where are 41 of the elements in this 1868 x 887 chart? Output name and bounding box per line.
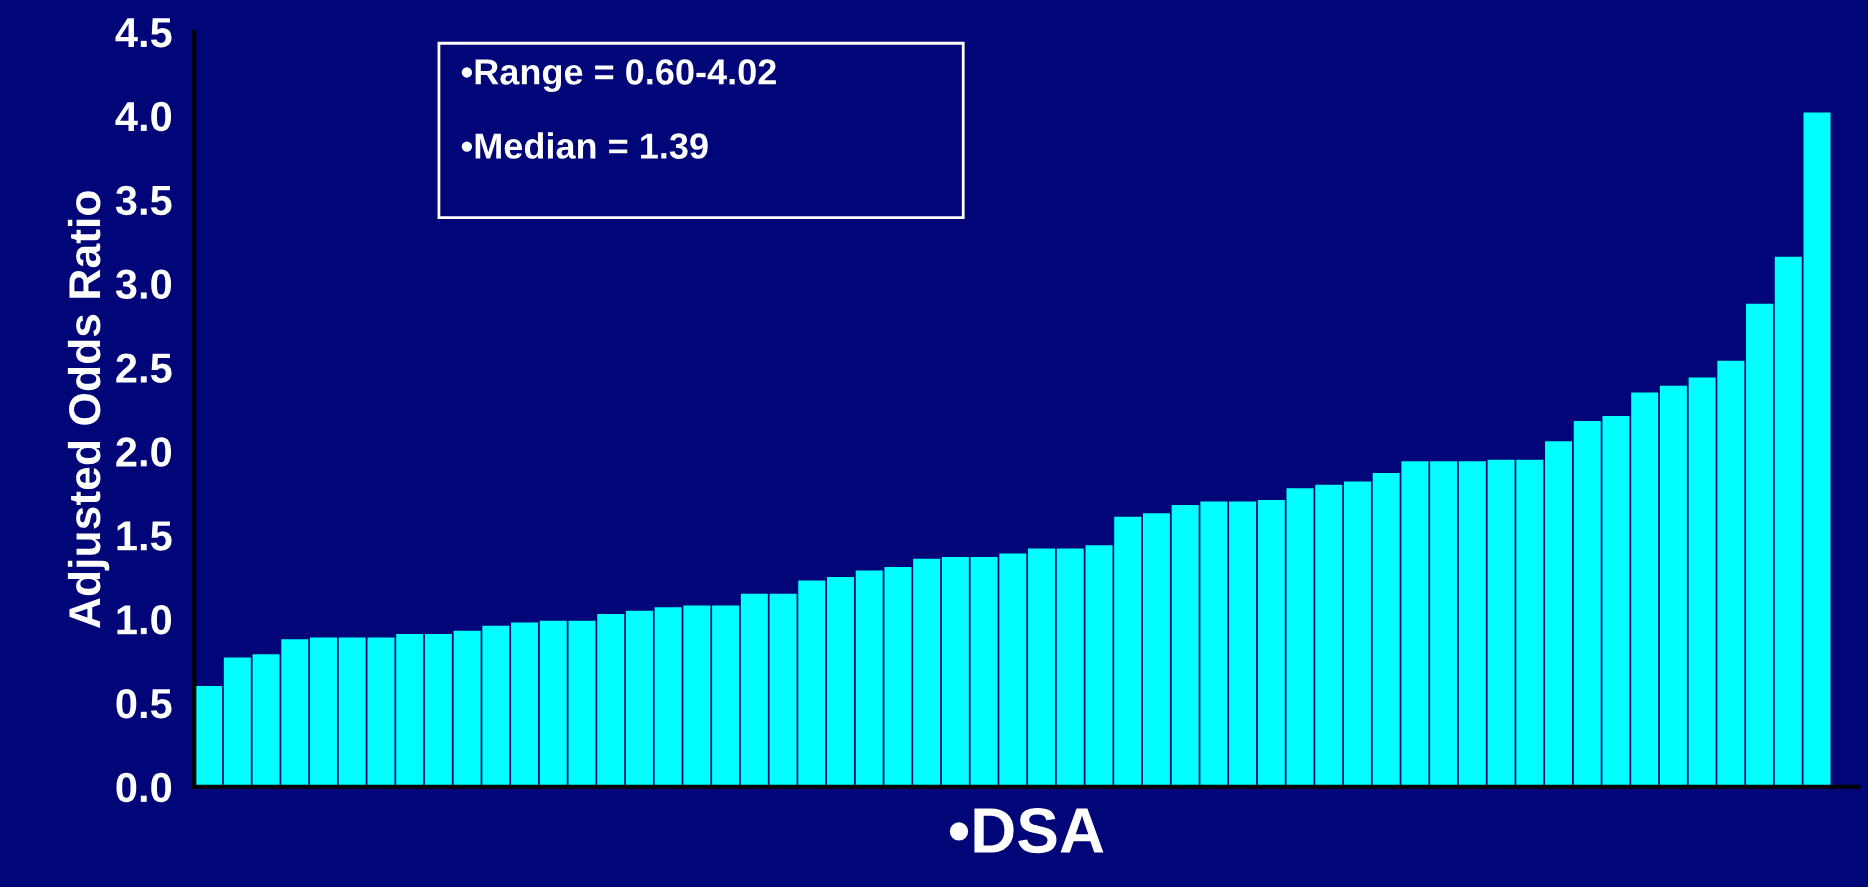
bar <box>539 620 567 787</box>
y-tick-label: 4.0 <box>115 101 172 132</box>
y-tick-label: 3.5 <box>115 185 172 216</box>
bar <box>511 622 539 787</box>
bar <box>1659 385 1687 787</box>
bar <box>1631 392 1659 787</box>
y-tick-label: 2.0 <box>116 437 172 467</box>
bar <box>1458 461 1486 787</box>
y-tick-label: 2.5 <box>116 353 172 383</box>
bar <box>1114 516 1142 787</box>
x-axis-title: •DSA <box>949 807 1104 854</box>
bar <box>913 558 941 787</box>
y-tick-label: 1.5 <box>117 521 172 551</box>
annotation: •Range = 0.60-4.02 <box>461 59 776 93</box>
bar <box>1028 548 1056 787</box>
y-tick-label: 0.0 <box>116 772 172 803</box>
bar <box>1229 501 1257 787</box>
bar <box>941 556 969 787</box>
bar <box>1430 461 1458 787</box>
y-tick-label: 4.5 <box>115 18 172 48</box>
y-axis-title: Adjusted Odds Ratio <box>67 191 110 628</box>
y-tick-label: 3.0 <box>115 269 172 300</box>
bar <box>740 593 768 787</box>
bar <box>827 577 854 787</box>
bar <box>310 637 338 787</box>
y-tick-label: 1.0 <box>117 605 172 635</box>
bar <box>625 610 653 787</box>
bar <box>1343 481 1371 787</box>
bar <box>1545 441 1573 787</box>
bar <box>1257 499 1285 787</box>
bar <box>424 634 452 787</box>
bar <box>712 605 740 787</box>
bar <box>223 657 251 787</box>
bar <box>1142 513 1170 787</box>
bar <box>396 634 424 787</box>
bar <box>1774 256 1802 787</box>
y-tick-label: 0.5 <box>116 688 172 719</box>
bar <box>1803 112 1831 787</box>
annotation: •Median = 1.39 <box>461 132 708 159</box>
bar <box>1746 303 1774 787</box>
bar <box>195 686 223 787</box>
